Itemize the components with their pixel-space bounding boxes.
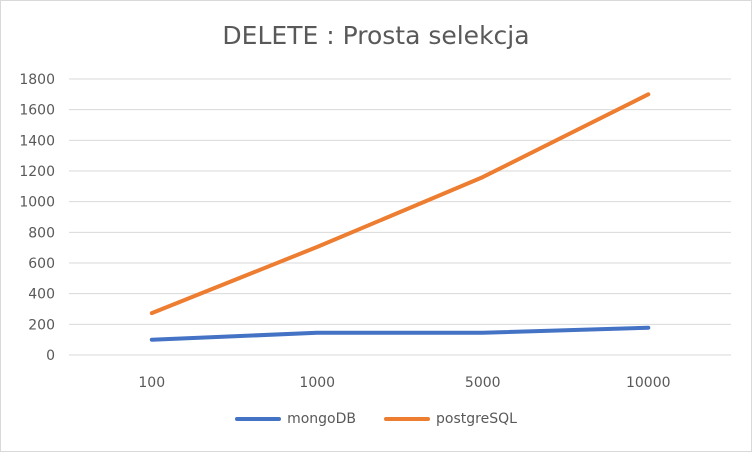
y-tick-label: 1000 [19,195,55,211]
y-axis-tick-labels: 0 200 400 600 800 1000 1200 1400 1600 1800 [19,72,55,364]
y-tick-label: 1200 [19,164,55,180]
series-line-mongodb [149,325,651,342]
chart-title: DELETE : Prosta selekcja [222,21,530,50]
legend-item-postgresql: postgreSQL [384,411,517,427]
y-tick-label: 1800 [19,72,55,88]
y-tick-label: 1400 [19,133,55,149]
x-tick-label: 100 [138,375,165,391]
legend-label-postgresql: postgreSQL [436,411,517,427]
gridlines [69,78,731,356]
y-tick-label: 200 [28,317,55,333]
y-tick-label: 400 [28,287,55,303]
x-tick-label: 10000 [626,375,671,391]
x-tick-label: 1000 [299,375,335,391]
legend: mongoDB postgreSQL [1,411,751,427]
legend-item-mongodb: mongoDB [235,411,356,427]
y-tick-label: 600 [28,256,55,272]
y-tick-label: 1600 [19,103,55,119]
x-tick-label: 5000 [465,375,501,391]
y-tick-label: 800 [28,225,55,241]
series-lines [149,92,651,342]
legend-swatch-mongodb [235,417,282,421]
x-axis-tick-labels: 100 1000 5000 10000 [138,375,670,391]
series-line-postgresql [149,92,651,316]
legend-swatch-postgresql [384,417,431,421]
legend-label-mongodb: mongoDB [287,411,357,427]
y-tick-label: 0 [46,348,55,364]
